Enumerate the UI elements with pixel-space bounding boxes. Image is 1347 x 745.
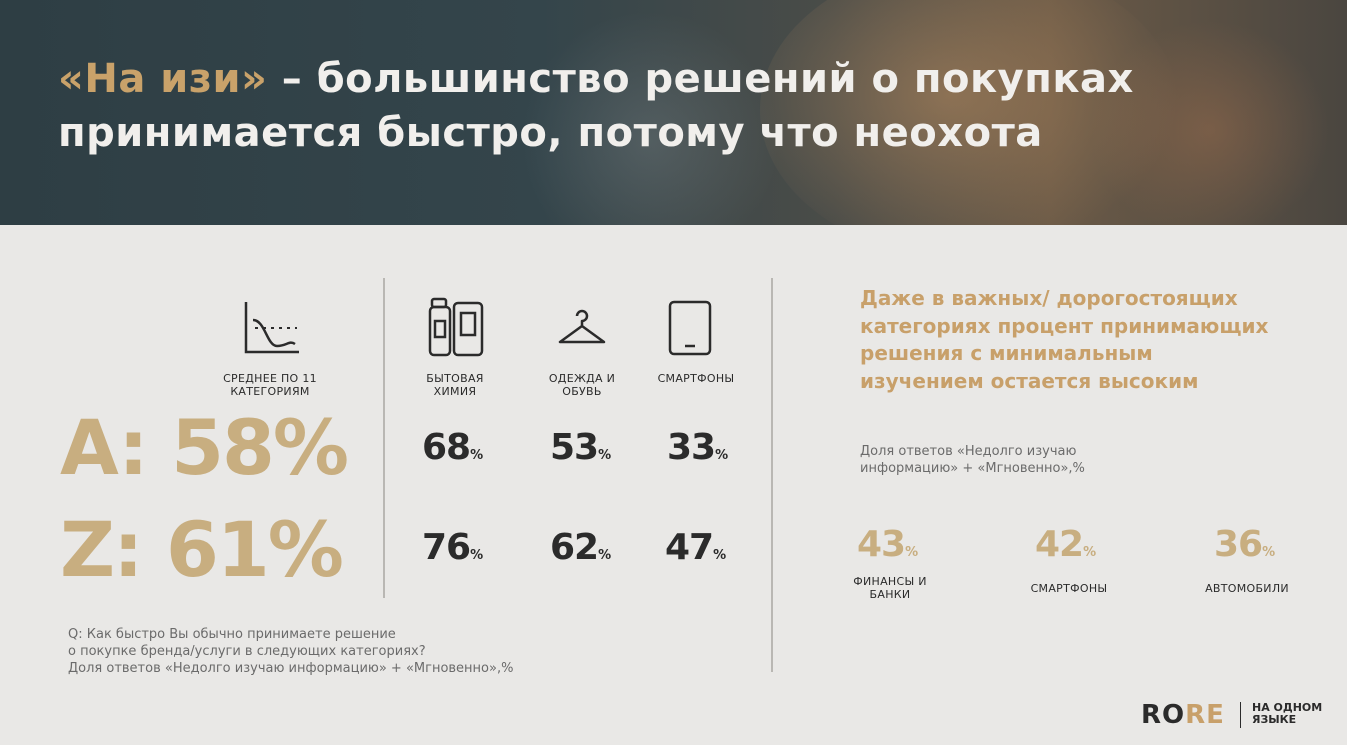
stat-label: АВТОМОБИЛИ <box>1205 582 1289 595</box>
logo-subtitle-line: ЯЗЫКЕ <box>1252 713 1297 726</box>
category-label: ОДЕЖДА И ОБУВЬ <box>548 372 616 398</box>
question-line: о покупке бренда/услуги в следующих кате… <box>68 644 426 659</box>
stat-number: 47 <box>665 527 714 568</box>
stat-number: 76 <box>422 527 471 568</box>
category-a-value: 53% <box>550 428 611 476</box>
title-accent: «На изи» <box>58 56 268 102</box>
stat-number: 53 <box>550 427 599 468</box>
page-title: «На изи» – большинство решений о покупка… <box>58 52 1318 160</box>
logo-divider <box>1240 702 1241 728</box>
stat-number: 36 <box>1214 524 1263 565</box>
percent-sign: % <box>715 448 729 463</box>
percent-sign: % <box>598 448 612 463</box>
logo-subtitle: НА ОДНОМ ЯЗЫКЕ <box>1252 702 1322 726</box>
stat-number: 62 <box>550 527 599 568</box>
header-decoration <box>760 0 1180 225</box>
chart-curve-icon <box>244 302 299 354</box>
percent-sign: % <box>470 548 484 563</box>
header-decoration <box>520 10 780 225</box>
right-note: Доля ответов «Недолго изучаю информацию»… <box>860 443 1190 477</box>
smartphones-value: 42% <box>1035 525 1096 573</box>
header-banner: «На изи» – большинство решений о покупка… <box>0 0 1347 225</box>
average-z-value: Z: 61% <box>60 505 344 594</box>
logo-part: RE <box>1185 700 1225 730</box>
household-chemicals-icon <box>428 297 484 357</box>
smartphone-icon <box>668 300 712 356</box>
category-a-value: 68% <box>422 428 483 476</box>
average-a-value: A: 58% <box>60 403 349 492</box>
question-line: Доля ответов «Недолго изучаю информацию»… <box>68 661 514 676</box>
category-z-value: 76% <box>422 528 483 576</box>
hanger-icon <box>558 309 606 344</box>
category-a-value: 33% <box>667 428 728 476</box>
header-decoration <box>1090 20 1330 225</box>
stat-label: ФИНАНСЫ И БАНКИ <box>853 575 927 601</box>
logo-subtitle-line: НА ОДНОМ <box>1252 701 1323 714</box>
cars-value: 36% <box>1214 525 1275 573</box>
divider <box>383 278 385 598</box>
stat-number: 43 <box>857 524 906 565</box>
stat-label: СМАРТФОНЫ <box>1030 582 1108 595</box>
average-label: СРЕДНЕЕ ПО 11 КАТЕГОРИЯМ <box>223 372 317 398</box>
question-line: Q: Как быстро Вы обычно принимаете решен… <box>68 627 396 642</box>
stat-number: 33 <box>667 427 716 468</box>
question-text: Q: Как быстро Вы обычно принимаете решен… <box>68 626 588 677</box>
finance-value: 43% <box>857 525 918 573</box>
percent-sign: % <box>1083 545 1097 560</box>
right-heading: Даже в важных/ дорогостоящих категориях … <box>860 286 1269 393</box>
stat-number: 42 <box>1035 524 1084 565</box>
percent-sign: % <box>713 548 727 563</box>
percent-sign: % <box>470 448 484 463</box>
rore-logo: RORE <box>1141 700 1225 730</box>
percent-sign: % <box>1262 545 1276 560</box>
category-z-value: 62% <box>550 528 611 576</box>
note-line: Доля ответов «Недолго изучаю <box>860 444 1077 459</box>
category-label: БЫТОВАЯ ХИМИЯ <box>426 372 484 398</box>
stat-number: 68 <box>422 427 471 468</box>
divider <box>771 278 773 672</box>
percent-sign: % <box>598 548 612 563</box>
category-z-value: 47% <box>665 528 726 576</box>
title-rest: – большинство решений о покупках принима… <box>58 56 1134 156</box>
note-line: информацию» + «Мгновенно»,% <box>860 461 1085 476</box>
logo-part: RO <box>1141 700 1186 730</box>
category-label: СМАРТФОНЫ <box>657 372 735 385</box>
percent-sign: % <box>905 545 919 560</box>
